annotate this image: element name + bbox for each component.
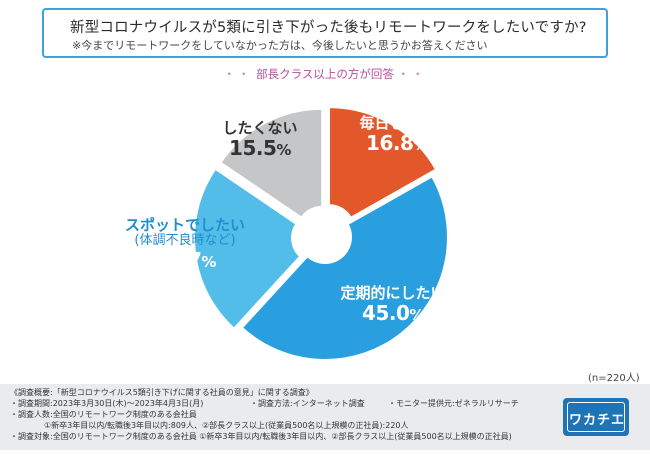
respondent-caption: ・・ 部長クラス以上の方が回答 ・・ xyxy=(0,66,650,82)
summary-method: ・調査方法:インターネット調査 xyxy=(250,399,365,408)
summary-count-detail: ①新卒3年目以内/転職後3年目以内:809人、②部長クラス以上(従業員500名以… xyxy=(44,421,409,430)
question-note: ※今までリモートワークをしていなかった方は、今後したいと思うかお答えください xyxy=(72,39,488,52)
slice-category-label: 毎日したい xyxy=(359,114,435,132)
slice-category-label: 定期的にしたい xyxy=(340,284,446,302)
logo-text: ワカチエ xyxy=(568,413,625,428)
dots-right: ・・ xyxy=(397,67,427,81)
dots-left: ・・ xyxy=(223,67,253,81)
donut-slice-1 xyxy=(328,106,438,220)
slice-label-3: スポットでしたい (体調不良時など) 22.7% xyxy=(100,216,270,273)
summary-title: 《調査概要:「新型コロナウイルス5類引き下げに関する社員の意見」に関する調査》 xyxy=(10,388,314,397)
question-header: 新型コロナウイルスが5類に引き下がった後もリモートワークをしたいですか? ※今ま… xyxy=(42,8,608,58)
slice-category-label: したくない xyxy=(222,119,298,137)
slice-label-2: 定期的にしたい 45.0% xyxy=(318,284,468,326)
survey-summary: 《調査概要:「新型コロナウイルス5類引き下げに関する社員の意見」に関する調査》 … xyxy=(0,384,650,450)
summary-period: ・調査期間:2023年3月30日(木)〜2023年4月3日(月) xyxy=(10,399,204,408)
slice-sub-label: (体調不良時など) xyxy=(134,233,236,249)
logo-frame: ワカチエ xyxy=(567,402,625,432)
sample-size-label: (n=220人) xyxy=(588,373,640,384)
summary-monitor: ・モニター提供元:ゼネラルリサーチ xyxy=(388,399,519,408)
slice-value-label: 45.0% xyxy=(362,301,424,326)
slice-value-label: 22.7% xyxy=(154,248,216,273)
wakachie-logo: ワカチエ xyxy=(563,398,629,436)
donut-hole xyxy=(298,210,352,264)
question-title: 新型コロナウイルスが5類に引き下がった後もリモートワークをしたいですか? xyxy=(70,20,587,36)
slice-label-1: 毎日したい 16.8% xyxy=(332,114,462,156)
slice-label-4: したくない 15.5% xyxy=(205,119,315,161)
summary-count: ・調査人数:全国のリモートワーク制度のある会社員 xyxy=(10,410,197,419)
slice-category-label: スポットでしたい xyxy=(124,216,245,234)
respondent-label: 部長クラス以上の方が回答 xyxy=(256,67,394,81)
donut-slice-4 xyxy=(219,107,324,220)
donut-slice-3 xyxy=(193,167,302,331)
summary-target: ・調査対象:全国のリモートワーク制度のある会社員 ①新卒3年目以内/転職後3年目… xyxy=(10,432,512,441)
slice-value-label: 16.8% xyxy=(366,131,428,156)
slice-value-label: 15.5% xyxy=(229,136,291,161)
